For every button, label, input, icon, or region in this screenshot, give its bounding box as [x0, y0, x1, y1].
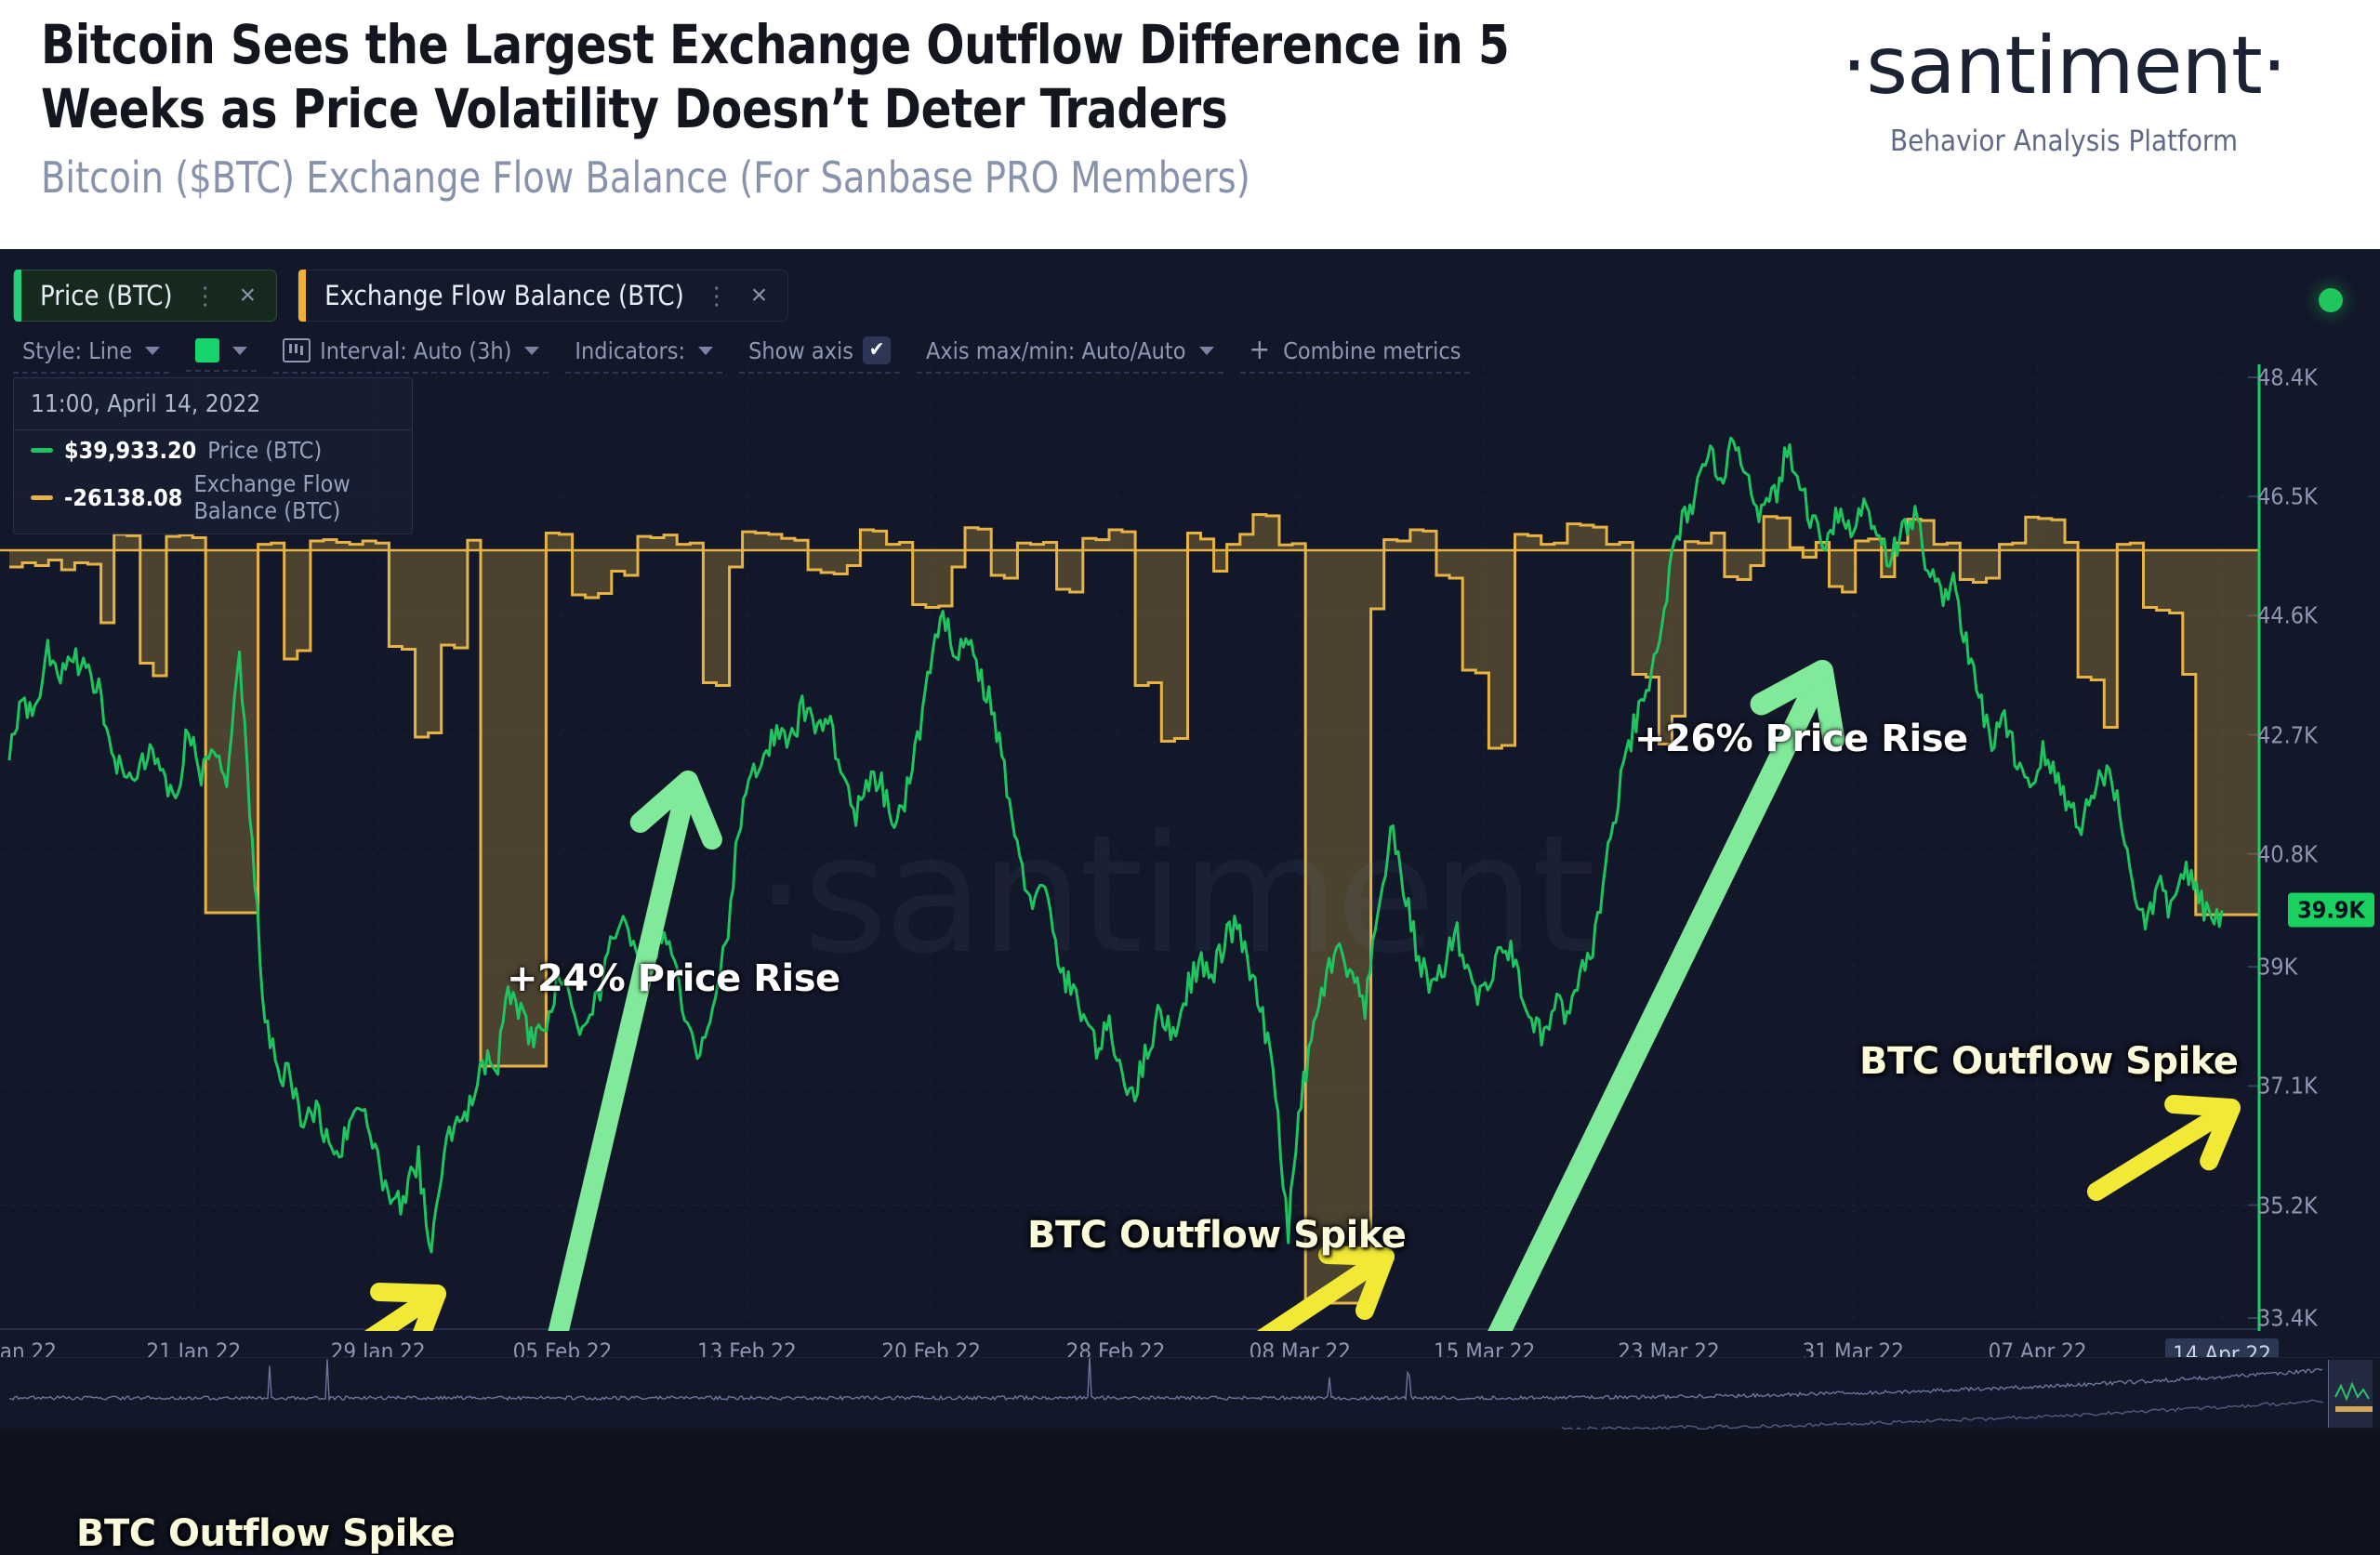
kebab-menu-icon[interactable]: ⋮ [704, 282, 731, 310]
y-axis-tick-label: 44.6K [2257, 601, 2318, 629]
chart-tooltip: 11:00, April 14, 2022 $39,933.20 Price (… [13, 377, 413, 534]
tab-label: Price (BTC) [40, 280, 173, 311]
article-header: Bitcoin Sees the Largest Exchange Outflo… [0, 0, 2380, 249]
page-title: Bitcoin Sees the Largest Exchange Outflo… [41, 13, 1510, 141]
chart-plot-area[interactable]: ·santiment 11:00, April 14, 2022 $39,933… [0, 363, 2380, 1555]
header-text-block: Bitcoin Sees the Largest Exchange Outflo… [0, 0, 1748, 202]
annotation-arrows [364, 660, 2241, 1331]
arrow-shaft [364, 1296, 430, 1331]
chart-annotation-label: +26% Price Rise [1634, 718, 1968, 760]
axis-minmax-dropdown[interactable]: Axis max/min: Auto/Auto [916, 334, 1223, 374]
navigator-price-highlight [2334, 1381, 2370, 1402]
tooltip-value: -26138.08 [64, 483, 183, 511]
combine-metrics-button[interactable]: + Combine metrics [1239, 333, 1471, 374]
santiment-logo: ·santiment· Behavior Analysis Platform [1776, 20, 2352, 159]
chevron-down-icon [698, 346, 714, 355]
arrow-head [370, 1283, 446, 1303]
close-icon[interactable]: × [239, 280, 257, 310]
tab-exchange-flow-balance-btc[interactable]: Exchange Flow Balance (BTC) ⋮ × [298, 270, 789, 322]
chart-annotation-label: BTC Outflow Spike [1027, 1214, 1407, 1257]
grid-lines [0, 364, 2259, 1331]
y-axis-tick-label: 33.4K [2257, 1304, 2318, 1332]
arrow-head [629, 771, 698, 833]
chart-annotation-label: BTC Outflow Spike [1859, 1040, 2239, 1083]
y-axis-tick-label: 39K [2257, 953, 2298, 981]
style-label: Style: Line [22, 336, 133, 364]
chart-navigator[interactable] [0, 1356, 2380, 1431]
arrow-shaft [548, 792, 694, 1331]
tooltip-row-price: $39,933.20 Price (BTC) [14, 430, 412, 464]
tab-accent-bar [14, 270, 21, 322]
arrow-head [1750, 660, 1833, 716]
color-swatch-icon [195, 338, 220, 362]
price-line [7, 436, 2224, 1254]
y-axis-tick-label: 40.8K [2257, 840, 2318, 868]
tooltip-value: $39,933.20 [64, 437, 197, 464]
navigator-series [8, 1356, 2373, 1431]
arrow-head [2164, 1095, 2241, 1117]
page-subtitle: Bitcoin ($BTC) Exchange Flow Balance (Fo… [41, 152, 1250, 204]
interval-label: Interval: Auto (3h) [320, 336, 512, 364]
live-status-indicator [2319, 288, 2343, 312]
tab-label: Exchange Flow Balance (BTC) [324, 280, 684, 311]
kebab-menu-icon[interactable]: ⋮ [192, 282, 219, 310]
arrow-head [1318, 1245, 1395, 1266]
navigator-flow-line [8, 1356, 2323, 1402]
series-exchange-flow-balance [0, 513, 2259, 1305]
chart-canvas [0, 364, 2261, 1331]
plus-icon: + [1249, 334, 1271, 366]
bar-interval-icon [283, 338, 311, 362]
interval-dropdown[interactable]: Interval: Auto (3h) [273, 334, 549, 374]
navigator-flow-highlight [2335, 1406, 2373, 1412]
indicators-label: Indicators: [575, 336, 686, 364]
chart-annotation-label: +24% Price Rise [507, 957, 840, 1000]
y-axis-tick-label: 46.5K [2257, 482, 2318, 510]
tooltip-date: 11:00, April 14, 2022 [14, 378, 412, 430]
navigator-range-handle[interactable] [2328, 1360, 2373, 1428]
metric-tab-bar: Price (BTC) ⋮ × Exchange Flow Balance (B… [13, 270, 789, 322]
tooltip-metric-name: Price (BTC) [207, 437, 323, 464]
brand-tagline: Behavior Analysis Platform [1890, 125, 2238, 159]
arrow-shaft [2087, 1109, 2224, 1201]
legend-dash-price-icon [31, 448, 53, 453]
tooltip-metric-name: Exchange Flow Balance (BTC) [193, 470, 350, 524]
indicators-dropdown[interactable]: Indicators: [565, 334, 723, 374]
arrow-shaft [1488, 681, 1823, 1331]
y-axis-tick-label: 35.2K [2257, 1192, 2318, 1219]
style-dropdown[interactable]: Style: Line [13, 334, 170, 374]
navigator-canvas [8, 1356, 2373, 1431]
chevron-down-icon [1198, 346, 1214, 355]
chevron-down-icon [524, 346, 540, 355]
combine-metrics-label: Combine metrics [1283, 336, 1461, 364]
y-axis-tick-label: 48.4K [2257, 363, 2318, 391]
show-axis-toggle[interactable]: Show axis ✔ [739, 333, 900, 374]
y-axis-tick-label: 37.1K [2257, 1072, 2318, 1100]
y-axis-current-value: 39.9K [2288, 892, 2374, 928]
tab-accent-bar [298, 270, 307, 322]
series-price-btc [7, 436, 2224, 1254]
arrow-shaft [1256, 1258, 1378, 1331]
flow-area-fill [9, 514, 2259, 1303]
close-icon[interactable]: × [750, 280, 768, 310]
show-axis-label: Show axis [748, 336, 853, 364]
chevron-down-icon [232, 346, 248, 355]
y-axis-tick-label: 42.7K [2257, 721, 2318, 749]
tab-price-btc[interactable]: Price (BTC) ⋮ × [13, 270, 278, 322]
flow-step-line [9, 513, 2259, 1305]
axis-minmax-label: Axis max/min: Auto/Auto [925, 336, 1186, 364]
color-picker[interactable] [186, 335, 258, 372]
tooltip-row-flow: -26138.08 Exchange Flow Balance (BTC) [14, 464, 412, 524]
checkmark-icon[interactable]: ✔ [862, 336, 891, 364]
legend-dash-flow-icon [31, 494, 53, 500]
chart-annotation-label: BTC Outflow Spike [76, 1512, 456, 1555]
navigator-price-line [1561, 1399, 2324, 1431]
chevron-down-icon [145, 346, 161, 355]
chart-application: Price (BTC) ⋮ × Exchange Flow Balance (B… [0, 249, 2380, 1555]
brand-wordmark: ·santiment· [1841, 20, 2287, 112]
chart-options-toolbar: Style: Line Interval: Auto (3h) Indicato… [13, 333, 1487, 374]
